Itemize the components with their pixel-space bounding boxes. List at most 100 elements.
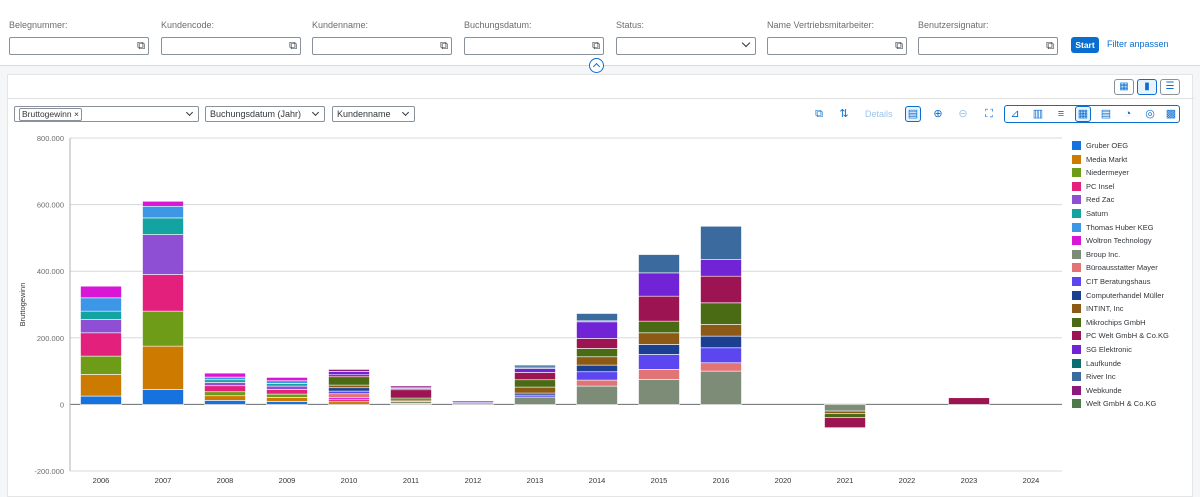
stacked-bar-icon[interactable]: ▤ (1100, 108, 1112, 120)
details-button[interactable]: Details (865, 109, 893, 119)
legend-item[interactable]: Gruber OEG (1072, 140, 1197, 154)
split-view-button[interactable]: ☰ (1160, 79, 1180, 95)
value-help-icon[interactable]: ⧉ (137, 40, 145, 52)
legend-item[interactable]: Media Markt (1072, 154, 1197, 168)
legend-swatch (1072, 276, 1081, 286)
zoom-out-icon[interactable]: ⊖ (958, 108, 968, 120)
legend-swatch (1072, 317, 1081, 327)
adapt-filters-link[interactable]: Filter anpassen (1107, 39, 1169, 49)
filter-input[interactable]: ⧉ (161, 37, 301, 55)
bar-segment (328, 393, 370, 399)
chart-type-group (1004, 105, 1180, 123)
split-icon: ☰ (1165, 81, 1175, 92)
column-chart-icon[interactable]: ▥ (1032, 108, 1044, 120)
value-help-icon[interactable]: ⧉ (289, 40, 297, 52)
filter-input[interactable]: ⧉ (767, 37, 907, 55)
bar-segment (514, 372, 556, 381)
measure-select[interactable]: Bruttogewinn × (14, 106, 199, 122)
bar-segment (204, 379, 246, 383)
legend-item[interactable]: Büroausstatter Mayer (1072, 262, 1197, 276)
bar-segment (266, 377, 308, 382)
legend-item[interactable]: Red Zac (1072, 194, 1197, 208)
bar-segment (142, 310, 184, 347)
legend-swatch (1072, 249, 1081, 259)
legend-item[interactable]: Mikrochips GmbH (1072, 317, 1197, 331)
measure-token[interactable]: Bruttogewinn × (19, 108, 82, 121)
legend-swatch (1072, 385, 1081, 395)
stacked-column-icon[interactable]: ▦ (1075, 106, 1091, 122)
legend-label: SG Elektronic (1086, 344, 1132, 354)
filter-input[interactable]: ⧉ (464, 37, 604, 55)
legend-swatch (1072, 344, 1081, 354)
start-button[interactable]: Start (1071, 37, 1099, 53)
bar-segment (700, 302, 742, 325)
sort-icon[interactable]: ⇅ (839, 108, 849, 120)
zoom-in-icon[interactable]: ⊕ (933, 108, 943, 120)
legend-item[interactable]: Welt GmbH & Co.KG (1072, 398, 1197, 412)
legend-item[interactable]: Niedermeyer (1072, 167, 1197, 181)
x-tick-label: 2008 (217, 476, 234, 485)
filter-field: Name Vertriebsmitarbeiter: ⧉ (767, 20, 907, 55)
donut-chart-icon[interactable]: ◎ (1145, 108, 1155, 120)
filter-input[interactable]: ⧉ (9, 37, 149, 55)
legend-item[interactable]: Webkunde (1072, 385, 1197, 399)
legend-item[interactable]: River Inc (1072, 371, 1197, 385)
bar-chart-icon: ▮ (1144, 81, 1150, 92)
bar-segment (142, 234, 184, 275)
drill-icon[interactable]: ⧉ (815, 108, 823, 120)
legend-item[interactable]: Saturn (1072, 208, 1197, 222)
legend-item[interactable]: Thomas Huber KEG (1072, 222, 1197, 236)
chevron-down-icon (185, 108, 194, 117)
bar-segment (142, 200, 184, 207)
legend-item[interactable]: PC Welt GmbH & Co.KG (1072, 330, 1197, 344)
bar-segment (824, 410, 866, 415)
legend-item[interactable]: Broup Inc. (1072, 249, 1197, 263)
bar-segment (142, 389, 184, 405)
legend-swatch (1072, 154, 1081, 164)
legend-item[interactable]: PC Insel (1072, 181, 1197, 195)
x-tick-label: 2015 (651, 476, 668, 485)
table-view-button[interactable]: ▦ (1114, 79, 1134, 95)
chart-view-button[interactable]: ▮ (1137, 79, 1157, 95)
bar-segment (576, 321, 618, 339)
x-tick-label: 2012 (465, 476, 482, 485)
filter-input[interactable]: ⧉ (918, 37, 1058, 55)
legend-toggle-icon[interactable]: ▤ (905, 106, 921, 122)
value-help-icon[interactable]: ⧉ (895, 40, 903, 52)
collapse-header-button[interactable] (589, 58, 604, 73)
filter-input[interactable]: ⧉ (312, 37, 452, 55)
legend-label: Broup Inc. (1086, 249, 1121, 259)
filter-select[interactable] (616, 37, 756, 55)
line-chart-icon[interactable]: ⊿ (1010, 108, 1020, 120)
legend-item[interactable]: Woltron Technology (1072, 235, 1197, 249)
dimension-select-customer[interactable]: Kundenname (332, 106, 415, 122)
y-tick-label: 600.000 (37, 201, 64, 210)
dimension-select-year[interactable]: Buchungsdatum (Jahr) (205, 106, 325, 122)
filter-label: Buchungsdatum: (464, 20, 532, 30)
pie-chart-icon[interactable]: ◔ (1124, 108, 1132, 120)
legend-item[interactable]: INTINT, Inc (1072, 303, 1197, 317)
legend-swatch (1072, 181, 1081, 191)
bar-segment (80, 297, 122, 312)
bar-chart-icon[interactable]: ≡ (1057, 108, 1065, 120)
value-help-icon[interactable]: ⧉ (1046, 40, 1054, 52)
value-help-icon[interactable]: ⧉ (592, 40, 600, 52)
bar-segment (328, 376, 370, 386)
heatmap-icon[interactable]: ▩ (1165, 108, 1177, 120)
legend-item[interactable]: CIT Beratungshaus (1072, 276, 1197, 290)
bar-segment (576, 371, 618, 381)
fullscreen-icon[interactable]: ⛶ (985, 108, 993, 120)
value-help-icon[interactable]: ⧉ (440, 40, 448, 52)
bar-segment (204, 391, 246, 397)
bar-segment (328, 390, 370, 395)
legend-item[interactable]: SG Elektronic (1072, 344, 1197, 358)
y-tick-label: 0 (60, 400, 64, 409)
x-tick-label: 2021 (837, 476, 854, 485)
legend-item[interactable]: Computerhandel Müller (1072, 290, 1197, 304)
filter-label: Benutzersignatur: (918, 20, 989, 30)
bar-segment (638, 354, 680, 370)
legend-item[interactable]: Laufkunde (1072, 358, 1197, 372)
chevron-down-icon[interactable] (741, 38, 751, 48)
legend-label: Mikrochips GmbH (1086, 317, 1146, 327)
legend-swatch (1072, 358, 1081, 368)
